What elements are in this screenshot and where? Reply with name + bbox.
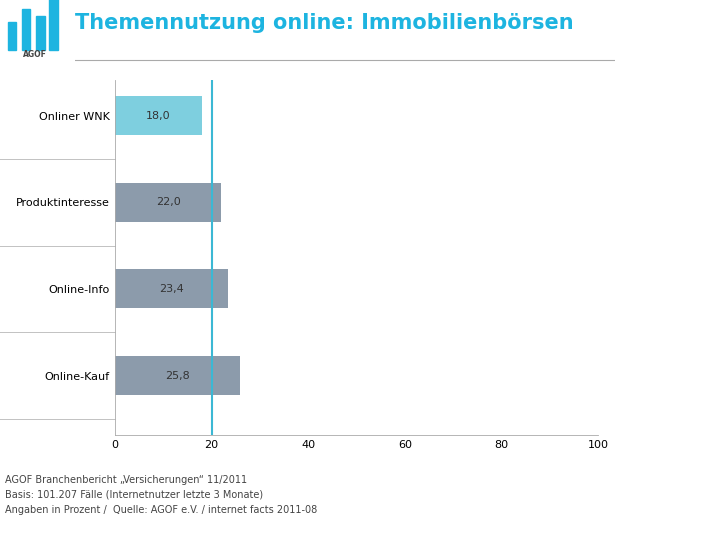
Bar bbox=[36, 16, 45, 50]
Bar bbox=[115, 96, 202, 135]
Text: 22,0: 22,0 bbox=[156, 197, 181, 207]
Text: AGOF Branchenbericht „Versicherungen“ 11/2011
Basis: 101.207 Fälle (Internetnutz: AGOF Branchenbericht „Versicherungen“ 11… bbox=[5, 475, 318, 515]
Bar bbox=[115, 183, 221, 222]
Text: 23,4: 23,4 bbox=[159, 284, 184, 294]
Bar bbox=[8, 22, 17, 50]
Text: Themennutzung online: Immobilienbörsen: Themennutzung online: Immobilienbörsen bbox=[75, 13, 574, 33]
Bar bbox=[115, 356, 240, 395]
Bar bbox=[50, 0, 58, 50]
Bar bbox=[22, 9, 30, 50]
Text: 18,0: 18,0 bbox=[146, 111, 171, 120]
Text: AGOF: AGOF bbox=[23, 50, 47, 59]
Text: Seite 69: Seite 69 bbox=[644, 508, 690, 518]
Text: 25,8: 25,8 bbox=[165, 370, 189, 381]
Bar bbox=[115, 269, 228, 308]
